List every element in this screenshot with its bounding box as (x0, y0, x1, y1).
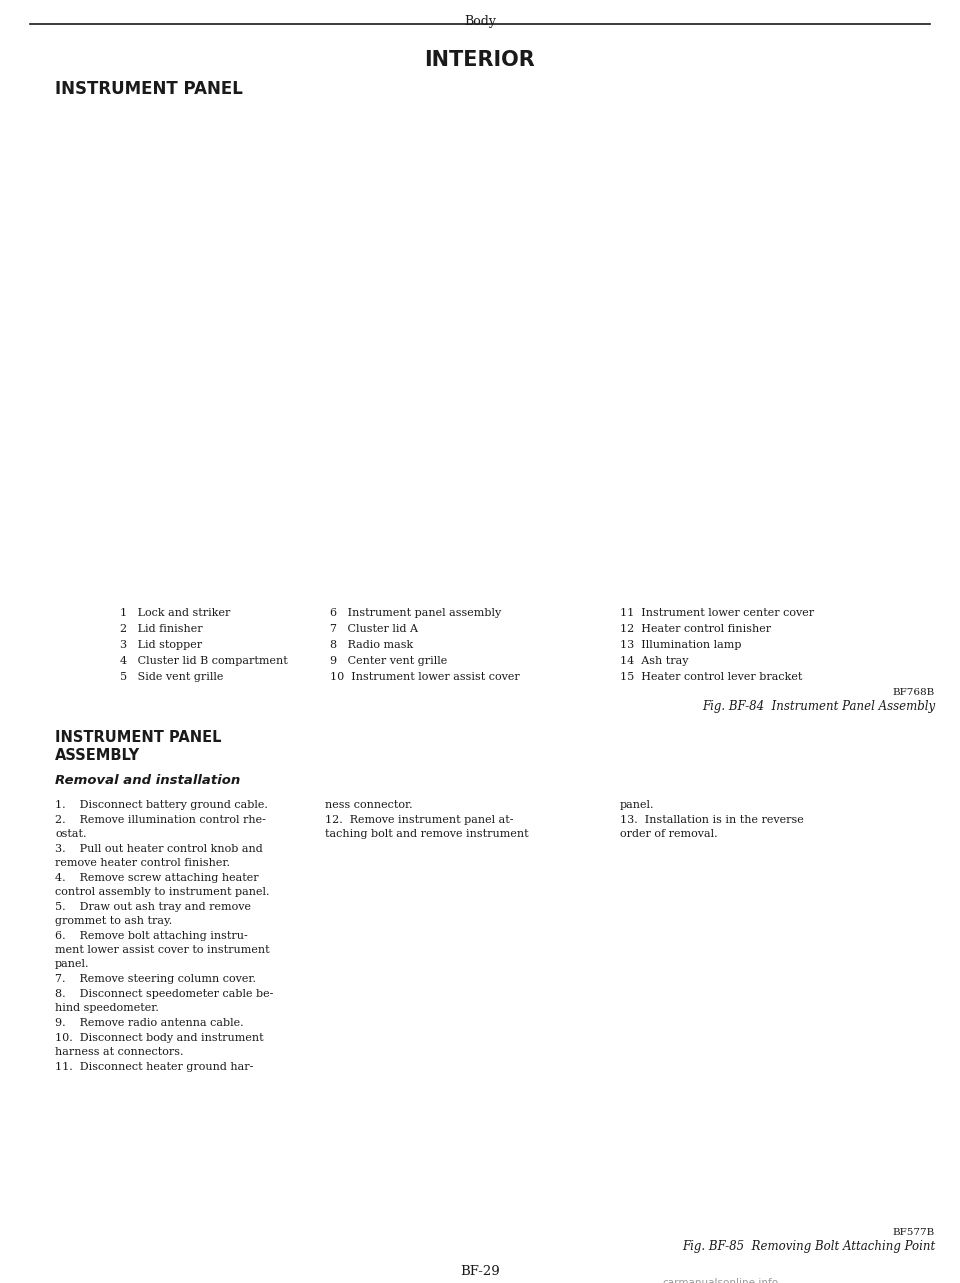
Text: 4   Cluster lid B compartment: 4 Cluster lid B compartment (120, 656, 288, 666)
Text: 15  Heater control lever bracket: 15 Heater control lever bracket (620, 672, 803, 683)
Text: 13  Illumination lamp: 13 Illumination lamp (620, 640, 741, 650)
Text: 10  Instrument lower assist cover: 10 Instrument lower assist cover (330, 672, 519, 683)
Text: INTERIOR: INTERIOR (424, 50, 536, 71)
Text: order of removal.: order of removal. (620, 829, 718, 839)
Text: 8.    Disconnect speedometer cable be-: 8. Disconnect speedometer cable be- (55, 989, 274, 999)
Text: 5.    Draw out ash tray and remove: 5. Draw out ash tray and remove (55, 902, 251, 912)
Text: 9   Center vent grille: 9 Center vent grille (330, 656, 447, 666)
Text: INSTRUMENT PANEL: INSTRUMENT PANEL (55, 730, 222, 745)
Text: 3.    Pull out heater control knob and: 3. Pull out heater control knob and (55, 844, 263, 854)
Text: 6   Instrument panel assembly: 6 Instrument panel assembly (330, 608, 501, 618)
Text: BF-29: BF-29 (460, 1265, 500, 1278)
Text: 11  Instrument lower center cover: 11 Instrument lower center cover (620, 608, 814, 618)
Text: Fig. BF-85  Removing Bolt Attaching Point: Fig. BF-85 Removing Bolt Attaching Point (682, 1239, 935, 1253)
Text: 2   Lid finisher: 2 Lid finisher (120, 624, 203, 634)
Text: ment lower assist cover to instrument: ment lower assist cover to instrument (55, 946, 270, 955)
Text: control assembly to instrument panel.: control assembly to instrument panel. (55, 887, 270, 897)
Text: 7.    Remove steering column cover.: 7. Remove steering column cover. (55, 974, 256, 984)
Text: 5   Side vent grille: 5 Side vent grille (120, 672, 224, 683)
Text: Body: Body (464, 15, 496, 28)
Text: INSTRUMENT PANEL: INSTRUMENT PANEL (55, 80, 243, 98)
Text: 4.    Remove screw attaching heater: 4. Remove screw attaching heater (55, 872, 258, 883)
Text: carmanualsonline.info: carmanualsonline.info (662, 1278, 778, 1283)
Text: 1.    Disconnect battery ground cable.: 1. Disconnect battery ground cable. (55, 801, 268, 810)
Text: 12.  Remove instrument panel at-: 12. Remove instrument panel at- (325, 815, 514, 825)
Text: 3   Lid stopper: 3 Lid stopper (120, 640, 203, 650)
Text: 6.    Remove bolt attaching instru-: 6. Remove bolt attaching instru- (55, 931, 248, 940)
Text: harness at connectors.: harness at connectors. (55, 1047, 183, 1057)
Text: 7   Cluster lid A: 7 Cluster lid A (330, 624, 418, 634)
Text: remove heater control finisher.: remove heater control finisher. (55, 858, 230, 869)
Text: ostat.: ostat. (55, 829, 86, 839)
Text: 12  Heater control finisher: 12 Heater control finisher (620, 624, 771, 634)
Text: panel.: panel. (620, 801, 655, 810)
Text: hind speedometer.: hind speedometer. (55, 1003, 158, 1014)
Text: 9.    Remove radio antenna cable.: 9. Remove radio antenna cable. (55, 1017, 244, 1028)
Text: grommet to ash tray.: grommet to ash tray. (55, 916, 172, 926)
Text: 13.  Installation is in the reverse: 13. Installation is in the reverse (620, 815, 804, 825)
Text: 14  Ash tray: 14 Ash tray (620, 656, 688, 666)
Text: 8   Radio mask: 8 Radio mask (330, 640, 413, 650)
Text: panel.: panel. (55, 958, 89, 969)
Text: Fig. BF-84  Instrument Panel Assembly: Fig. BF-84 Instrument Panel Assembly (702, 701, 935, 713)
Text: ASSEMBLY: ASSEMBLY (55, 748, 140, 763)
Text: ness connector.: ness connector. (325, 801, 413, 810)
Text: 10.  Disconnect body and instrument: 10. Disconnect body and instrument (55, 1033, 264, 1043)
Text: 2.    Remove illumination control rhe-: 2. Remove illumination control rhe- (55, 815, 266, 825)
Text: Removal and installation: Removal and installation (55, 774, 240, 786)
Text: BF768B: BF768B (893, 688, 935, 697)
Text: 11.  Disconnect heater ground har-: 11. Disconnect heater ground har- (55, 1062, 253, 1073)
Text: 1   Lock and striker: 1 Lock and striker (120, 608, 230, 618)
Text: BF577B: BF577B (893, 1228, 935, 1237)
Text: taching bolt and remove instrument: taching bolt and remove instrument (325, 829, 529, 839)
